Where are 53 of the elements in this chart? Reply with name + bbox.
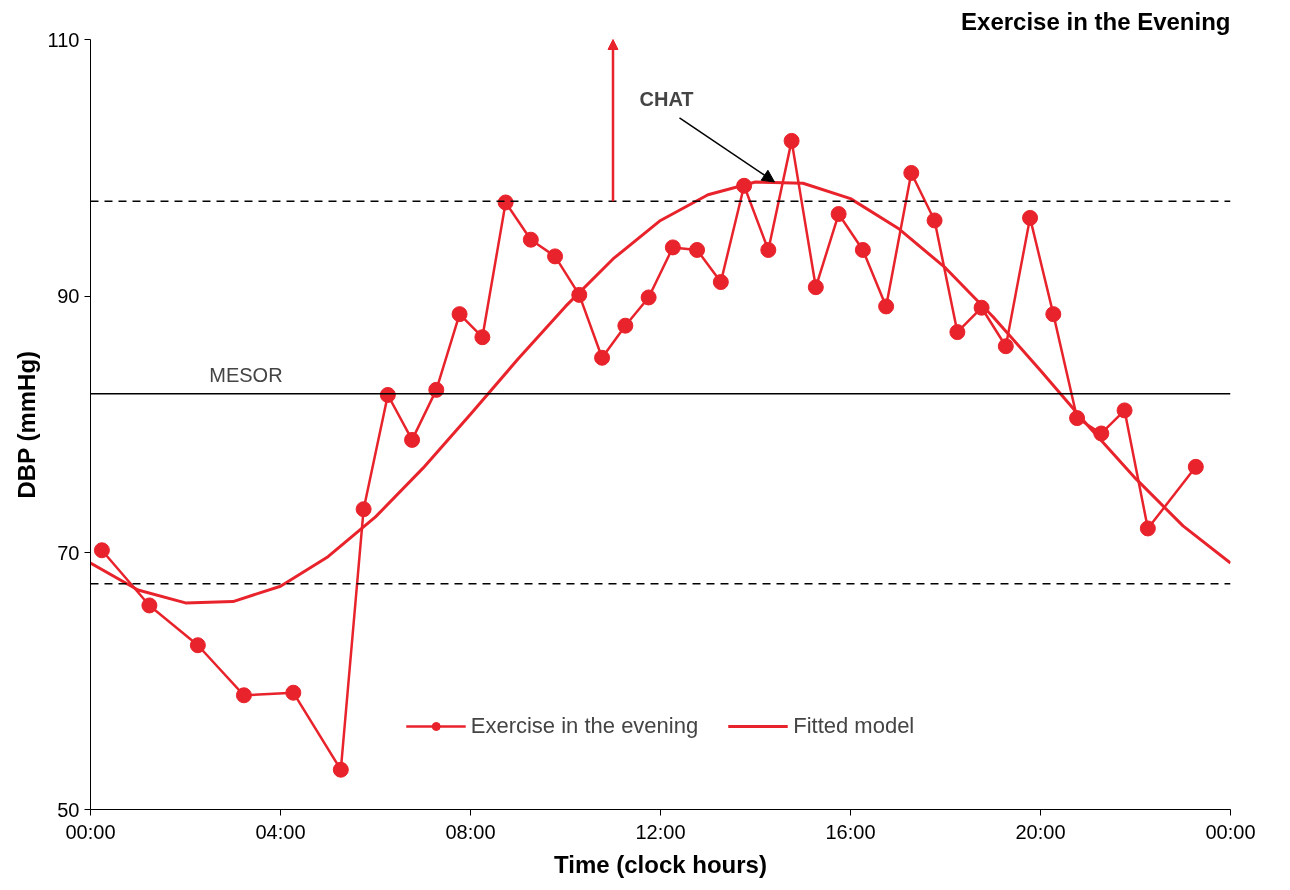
- x-tick-label: 20:00: [1015, 820, 1066, 843]
- point: [807, 279, 824, 296]
- point: [1139, 520, 1156, 537]
- point: [379, 387, 396, 403]
- point: [1022, 209, 1039, 226]
- point: [1045, 306, 1062, 323]
- annotation: CHAT: [639, 87, 694, 110]
- y-tick-label: 70: [57, 541, 80, 564]
- y-axis-title: DBP (mmHg): [12, 350, 40, 499]
- point: [926, 212, 943, 229]
- x-tick-label: 04:00: [255, 820, 306, 843]
- x-tick-label: 00:00: [65, 820, 116, 843]
- x-tick-label: 08:00: [445, 820, 496, 843]
- point: [903, 164, 920, 181]
- point: [830, 206, 847, 223]
- point: [235, 687, 252, 704]
- point: [783, 132, 800, 149]
- point: [664, 239, 681, 256]
- point: [760, 241, 777, 258]
- y-tick-label: 110: [47, 28, 80, 51]
- point: [878, 298, 895, 315]
- point: [285, 684, 302, 701]
- legend-label: Exercise in the evening: [470, 713, 699, 739]
- point: [93, 542, 110, 559]
- y-tick-label: 90: [57, 285, 80, 308]
- point: [141, 597, 158, 614]
- point: [617, 317, 634, 334]
- chart-title: Exercise in the Evening: [961, 7, 1231, 35]
- point: [522, 231, 539, 248]
- x-axis-title: Time (clock hours): [554, 850, 767, 878]
- point: [404, 431, 421, 448]
- point: [451, 306, 468, 323]
- point: [189, 637, 206, 654]
- point: [712, 274, 729, 291]
- x-tick-label: 12:00: [635, 820, 686, 843]
- point: [854, 241, 871, 258]
- point: [949, 324, 966, 341]
- point: [997, 338, 1014, 355]
- x-tick-label: 16:00: [825, 820, 876, 843]
- y-tick-label: 50: [57, 798, 80, 821]
- point: [1187, 458, 1204, 475]
- point: [689, 241, 706, 258]
- ref-line-label: MESOR: [209, 363, 283, 386]
- point: [547, 248, 564, 265]
- point: [640, 289, 657, 306]
- point: [474, 329, 491, 346]
- legend-label: Fitted model: [793, 713, 915, 739]
- point: [355, 501, 372, 518]
- x-tick-label: 00:00: [1205, 820, 1256, 843]
- point: [332, 761, 349, 778]
- point: [594, 349, 611, 366]
- point: [1116, 402, 1133, 419]
- point: [428, 381, 445, 398]
